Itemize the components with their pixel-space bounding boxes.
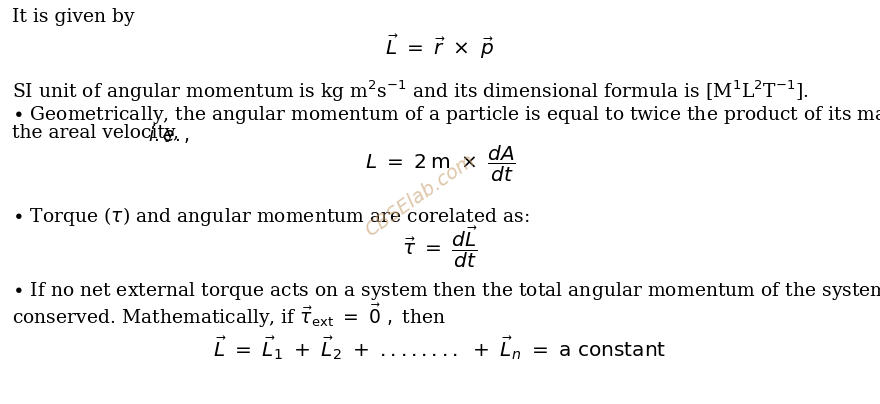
Text: the areal velocity,: the areal velocity,: [12, 124, 185, 142]
Text: $\bullet$ If no net external torque acts on a system then the total angular mome: $\bullet$ If no net external torque acts…: [12, 280, 880, 302]
Text: $\vec{L}\ =\ \vec{r}\ \times\ \vec{p}$: $\vec{L}\ =\ \vec{r}\ \times\ \vec{p}$: [385, 32, 495, 61]
Text: $\vec{\tau}\ =\ \dfrac{d\vec{L}}{dt}$: $\vec{\tau}\ =\ \dfrac{d\vec{L}}{dt}$: [402, 224, 478, 270]
Text: SI unit of angular momentum is kg m$^{2}$s$^{-1}$ and its dimensional formula is: SI unit of angular momentum is kg m$^{2}…: [12, 78, 809, 103]
Text: $L\ =\ 2\,\mathrm{m}\ \times\ \dfrac{dA}{dt}$: $L\ =\ 2\,\mathrm{m}\ \times\ \dfrac{dA}…: [364, 144, 516, 184]
Text: It is given by: It is given by: [12, 8, 135, 26]
Text: conserved. Mathematically, if $\vec{\tau}_{\mathrm{ext}}\ =\ \vec{0}\ ,$ then: conserved. Mathematically, if $\vec{\tau…: [12, 302, 446, 330]
Text: $\it{i.e.,}$: $\it{i.e.,}$: [148, 124, 190, 145]
Text: $\bullet$ Geometrically, the angular momentum of a particle is equal to twice th: $\bullet$ Geometrically, the angular mom…: [12, 104, 880, 126]
Text: CBSElab.com: CBSElab.com: [362, 150, 479, 240]
Text: $\vec{L}\ =\ \vec{L}_1\ +\ \vec{L}_2\ +\ \mathrm{........}\ +\ \vec{L}_n\ =\ \ma: $\vec{L}\ =\ \vec{L}_1\ +\ \vec{L}_2\ +\…: [214, 334, 666, 362]
Text: $\bullet$ Torque ($\tau$) and angular momentum are corelated as:: $\bullet$ Torque ($\tau$) and angular mo…: [12, 205, 530, 228]
